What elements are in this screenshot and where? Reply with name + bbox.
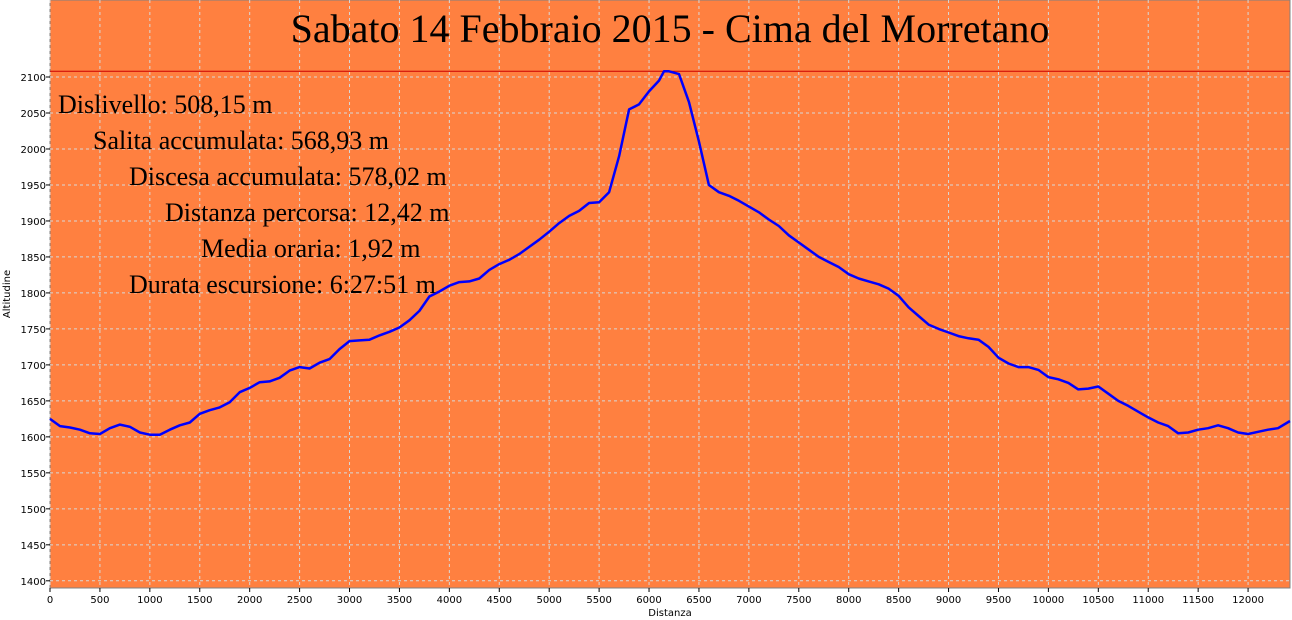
x-tick-label: 3500 [387,595,412,606]
x-tick-label: 1500 [187,595,212,606]
x-tick-label: 8500 [886,595,911,606]
x-tick-label: 11000 [1132,595,1164,606]
x-tick-label: 10500 [1082,595,1114,606]
elevation-profile-line [49,70,1291,436]
x-tick-label: 9500 [986,595,1011,606]
x-axis-label: Distanza [648,608,691,619]
stat-salita-accumulata: Salita accumulata: 568,93 m [93,126,389,155]
stat-discesa-accumulata: Discesa accumulata: 578,02 m [129,162,447,191]
y-tick-label: 2000 [21,145,46,156]
y-axis: 1400 1450 1500 1550 1600 1650 1700 1750 1800 1850… [21,73,50,588]
y-tick-label: 1650 [21,397,46,408]
plot-background [49,0,1291,589]
y-tick-label: 1500 [21,505,46,516]
x-tick-label: 11500 [1182,595,1214,606]
x-tick-label: 8000 [836,595,861,606]
stats-block: Dislivello: 508,15 m Salita accumulata: … [58,90,449,299]
chart-title: Sabato 14 Febbraio 2015 - Cima del Morre… [291,6,1050,51]
x-tick-label: 500 [90,595,109,606]
y-tick-label: 1600 [21,433,46,444]
x-tick-label: 4500 [487,595,512,606]
x-tick-label: 5000 [536,595,561,606]
x-tick-label: 10000 [1032,595,1064,606]
stat-dislivello: Dislivello: 508,15 m [58,90,273,119]
y-axis-label: Altitudine [2,270,13,318]
x-tick-label: 9000 [936,595,961,606]
x-tick-label: 1000 [137,595,162,606]
x-tick-label: 5500 [586,595,611,606]
x-tick-label: 7500 [786,595,811,606]
y-tick-label: 1700 [21,361,46,372]
x-tick-label: 6500 [686,595,711,606]
y-tick-label: 2050 [21,109,46,120]
x-tick-label: 12000 [1232,595,1264,606]
y-tick-label: 1750 [21,325,46,336]
x-tick-label: 0 [47,595,53,606]
y-tick-label: 1400 [21,577,46,588]
y-tick-label: 1450 [21,541,46,552]
x-tick-label: 7000 [736,595,761,606]
stat-durata-escursione: Durata escursione: 6:27:51 m [129,270,436,299]
y-tick-label: 1800 [21,289,46,300]
y-tick-label: 1900 [21,217,46,228]
gridlines [49,0,1290,588]
y-tick-label: 1950 [21,181,46,192]
x-tick-label: 2500 [287,595,312,606]
y-tick-label: 1850 [21,253,46,264]
x-tick-label: 6000 [636,595,661,606]
x-axis: 0 500 1000 1500 2000 2500 3000 3500 4000 4500 5000… [47,588,1264,606]
x-tick-label: 4000 [437,595,462,606]
x-tick-label: 2000 [237,595,262,606]
x-tick-label: 3000 [337,595,362,606]
stat-distanza-percorsa: Distanza percorsa: 12,42 m [165,198,449,227]
y-tick-label: 1550 [21,469,46,480]
y-tick-label: 2100 [21,73,46,84]
stat-media-oraria: Media oraria: 1,92 m [201,234,421,263]
